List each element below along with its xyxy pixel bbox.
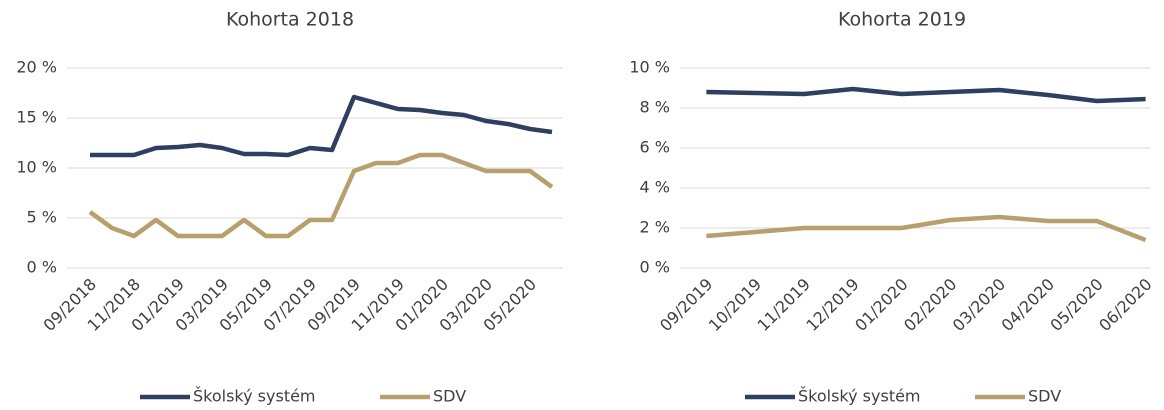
legend-label: Školský systém [193, 387, 316, 406]
y-tick-label: 20 % [16, 58, 57, 77]
series-line [706, 214, 1147, 243]
y-tick-label: 15 % [16, 108, 57, 127]
chart-title: Kohorta 2019 [838, 9, 966, 31]
x-tick-label: 04/2020 [998, 275, 1058, 335]
legend-label: SDV [1028, 387, 1061, 406]
legend-label: Školský systém [798, 387, 921, 406]
y-tick-label: 0 % [640, 258, 670, 277]
x-tick-label: 12/2019 [802, 275, 862, 335]
series-line [706, 86, 1146, 104]
x-tick-label: 06/2020 [1095, 275, 1155, 335]
y-tick-label: 10 % [16, 158, 57, 177]
x-tick-label: 11/2019 [754, 275, 814, 335]
x-tick-label: 05/2020 [1046, 275, 1106, 335]
y-tick-label: 2 % [640, 218, 670, 237]
legend-label: SDV [433, 387, 466, 406]
chart-title: Kohorta 2018 [226, 9, 354, 31]
x-tick-label: 09/2019 [656, 275, 716, 335]
x-tick-label: 10/2019 [705, 275, 765, 335]
series-line [88, 152, 554, 239]
y-tick-label: 0 % [27, 258, 57, 277]
y-tick-label: 5 % [27, 208, 57, 227]
y-tick-label: 6 % [640, 138, 670, 157]
x-tick-label: 02/2020 [900, 275, 960, 335]
y-tick-label: 4 % [640, 178, 670, 197]
x-tick-label: 03/2020 [949, 275, 1009, 335]
x-tick-label: 01/2020 [851, 275, 911, 335]
chart: Kohorta 2019 0 % 2 % 4 % 6 % 8 % 10 % 09/201910… [629, 9, 1155, 406]
y-tick-label: 8 % [640, 98, 670, 117]
series-line [90, 94, 553, 158]
y-tick-label: 10 % [629, 58, 670, 77]
